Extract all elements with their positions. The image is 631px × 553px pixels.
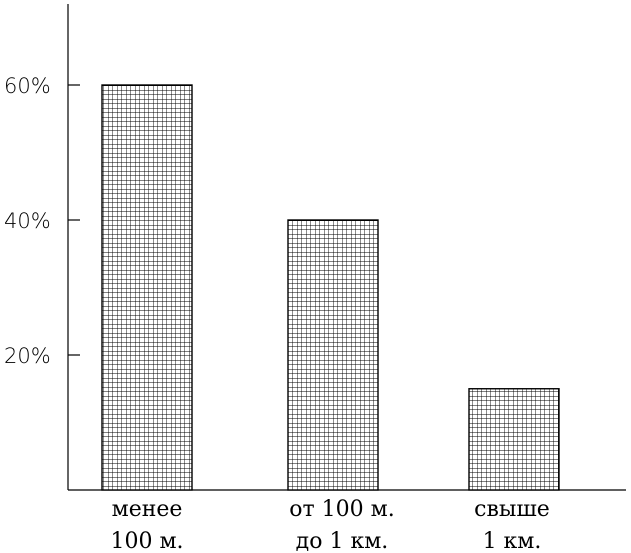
x-category-label: 100 м.: [110, 529, 183, 553]
bars: [101, 84, 560, 491]
x-category-label: свыше: [474, 497, 550, 522]
y-tick-label: 40%: [4, 209, 51, 233]
x-category-label: менее: [112, 497, 183, 522]
x-category-label: 1 км.: [483, 529, 542, 553]
bar: [287, 219, 379, 491]
x-category-label: до 1 км.: [296, 529, 389, 553]
y-tick-label: 20%: [4, 344, 51, 368]
bar: [468, 388, 560, 491]
labels: 20% 40% 60% менее 100 м. от 100 м. до 1 км. свы…: [4, 74, 550, 553]
y-tick-label: 60%: [4, 74, 51, 98]
x-category-label: от 100 м.: [289, 497, 395, 522]
bar: [101, 84, 193, 491]
